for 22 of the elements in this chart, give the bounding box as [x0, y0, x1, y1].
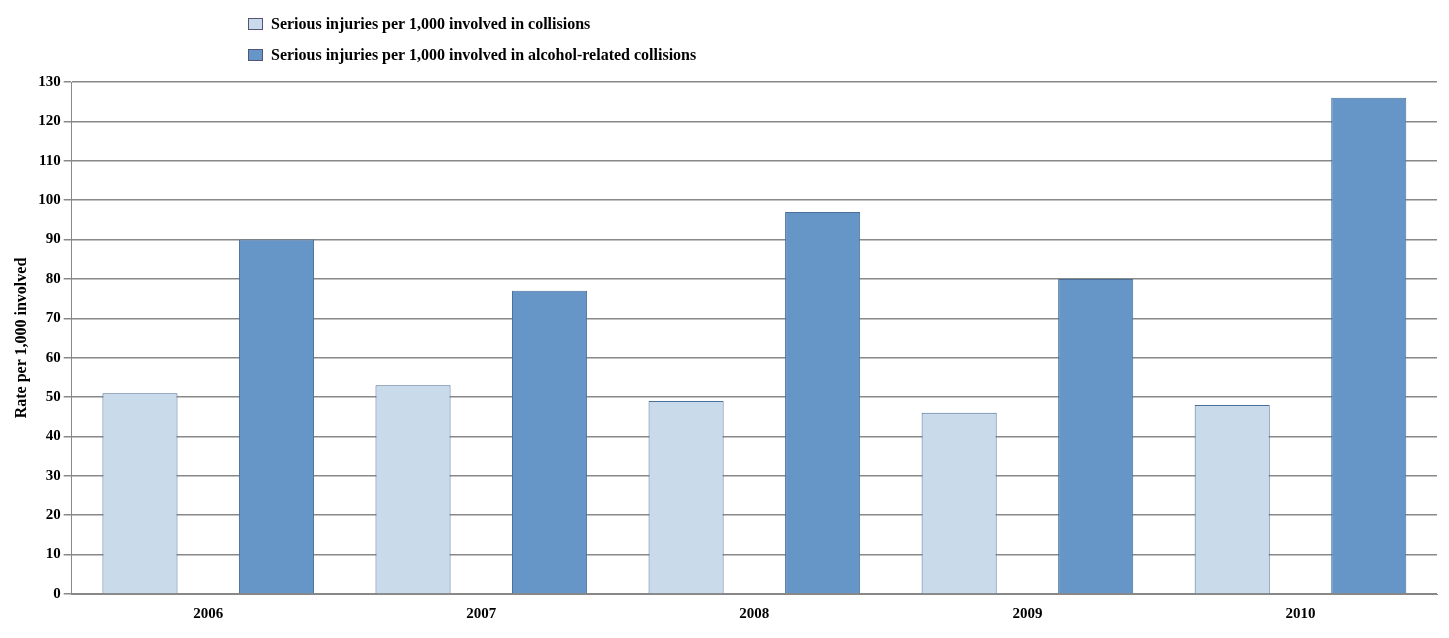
- x-tick-label: 2007: [466, 604, 497, 621]
- y-tick-label: 20: [45, 506, 61, 523]
- y-tick-label: 60: [45, 348, 61, 365]
- y-tick-label: 80: [45, 269, 61, 286]
- y-tick-label: 110: [39, 151, 61, 168]
- y-tick-label: 30: [45, 466, 61, 483]
- y-tick-label: 130: [38, 72, 61, 89]
- x-tick-label: 2008: [739, 604, 770, 621]
- y-tick-label: 10: [45, 545, 61, 562]
- y-tick-label: 70: [45, 309, 61, 326]
- y-tick-label: 120: [38, 112, 61, 129]
- y-axis-title: Rate per 1,000 involved: [11, 257, 30, 419]
- y-tick-label: 100: [38, 191, 61, 208]
- y-tick-label: 50: [45, 387, 61, 404]
- x-tick-label: 2009: [1012, 604, 1043, 621]
- y-tick-label: 0: [53, 584, 61, 601]
- y-tick-label: 90: [45, 230, 61, 247]
- x-tick-label: 2006: [193, 604, 224, 621]
- x-tick-label: 2010: [1285, 604, 1316, 621]
- y-tick-label: 40: [45, 427, 61, 444]
- legend-label: Serious injuries per 1,000 involved in collisions: [271, 14, 591, 35]
- legend-label: Serious injuries per 1,000 involved in alcohol-related collisions: [271, 45, 697, 66]
